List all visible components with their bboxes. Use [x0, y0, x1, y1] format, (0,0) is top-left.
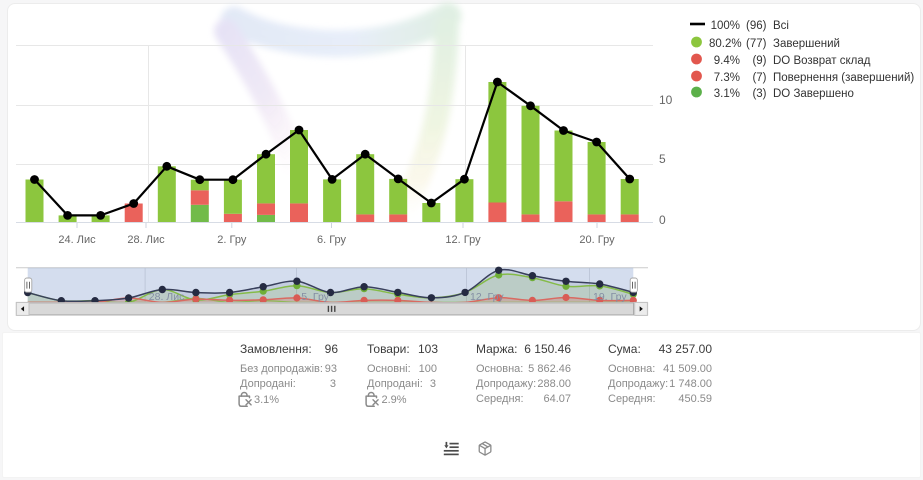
svg-text:19. Гру: 19. Гру: [593, 291, 627, 303]
svg-text:5. Гру: 5. Гру: [301, 291, 329, 303]
svg-text:28. Лис: 28. Лис: [149, 291, 185, 303]
svg-text:12. Гру: 12. Гру: [470, 291, 504, 303]
